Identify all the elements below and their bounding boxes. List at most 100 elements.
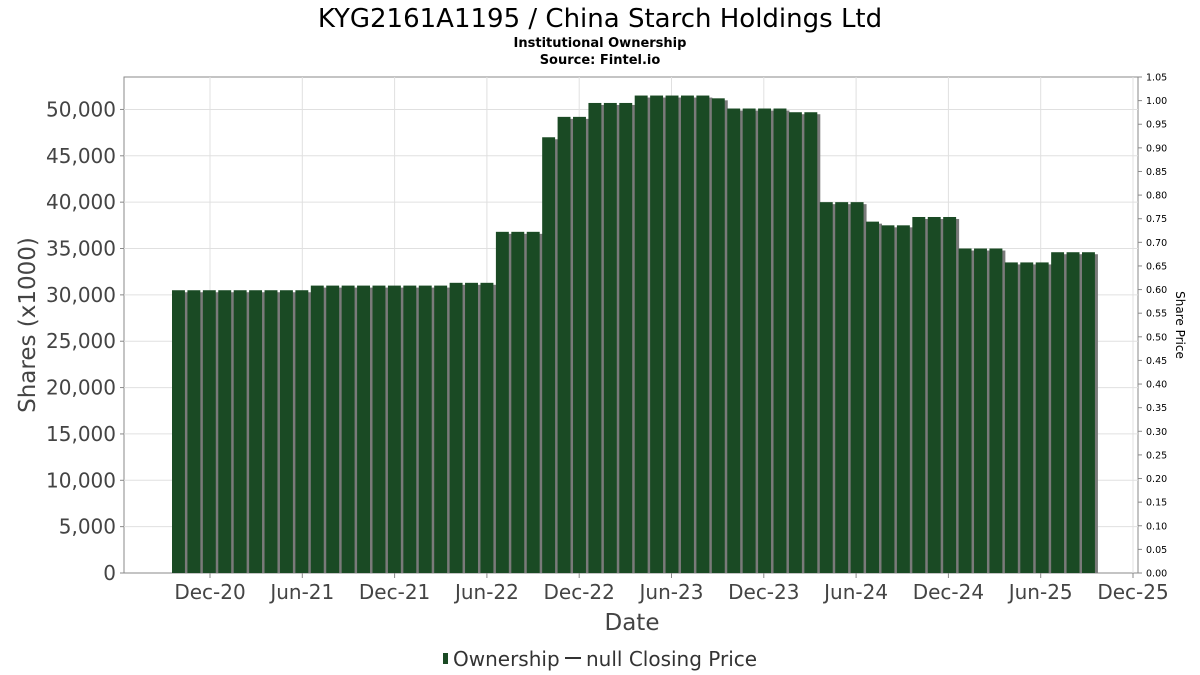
y-tick-label: 30,000 xyxy=(46,283,116,307)
legend-ownership-label: Ownership xyxy=(453,647,560,671)
y2-tick-label: 0.05 xyxy=(1146,545,1167,556)
ownership-bar xyxy=(310,285,324,573)
ownership-bar xyxy=(480,282,494,573)
x-tick-label: Dec-22 xyxy=(544,580,615,604)
ownership-bar xyxy=(943,216,957,573)
x-tick-label: Jun-25 xyxy=(1007,580,1073,604)
ownership-bar xyxy=(958,248,972,573)
y2-tick-label: 1.05 xyxy=(1146,73,1167,84)
y2-tick-label: 0.50 xyxy=(1146,332,1167,343)
ownership-bar xyxy=(557,116,571,573)
ownership-bar xyxy=(619,102,633,574)
y-tick-label: 35,000 xyxy=(46,237,116,261)
x-tick-label: Jun-21 xyxy=(268,580,334,604)
y-tick-label: 15,000 xyxy=(46,422,116,446)
ownership-bar xyxy=(341,285,355,573)
ownership-bar xyxy=(264,290,278,573)
y2-tick-label: 0.65 xyxy=(1146,261,1167,272)
x-tick-label: Dec-20 xyxy=(174,580,245,604)
y2-axis: 0.00 0.05 0.10 0.15 0.20 0.25 0.30 0.35 0.40 0.45… xyxy=(1138,73,1167,580)
ownership-bar xyxy=(634,95,648,573)
ownership-bar xyxy=(680,95,694,573)
ownership-bar xyxy=(896,225,910,574)
bar-series xyxy=(172,95,1098,574)
y2-tick-label: 0.10 xyxy=(1146,521,1167,532)
y2-tick-label: 1.00 xyxy=(1146,96,1167,107)
ownership-bar xyxy=(758,108,772,574)
y2-tick-label: 0.55 xyxy=(1146,309,1167,320)
ownership-bar xyxy=(357,285,371,573)
ownership-bar xyxy=(249,290,263,573)
ownership-bar xyxy=(573,116,586,573)
y-tick-label: 25,000 xyxy=(46,329,116,353)
ownership-bar xyxy=(218,290,232,573)
ownership-bar xyxy=(187,290,201,573)
ownership-bar xyxy=(711,98,725,573)
ownership-bar xyxy=(665,95,679,573)
y2-tick-label: 0.30 xyxy=(1146,427,1167,438)
legend-ownership-swatch xyxy=(443,653,448,664)
y-tick-label: 45,000 xyxy=(46,144,116,168)
x-tick-label: Dec-23 xyxy=(728,580,799,604)
ownership-bar xyxy=(974,248,987,573)
ownership-bar xyxy=(449,282,463,573)
ownership-bar xyxy=(1035,262,1049,573)
ownership-bar xyxy=(1066,252,1080,574)
y-tick-label: 0 xyxy=(103,561,116,585)
ownership-bar xyxy=(881,225,895,574)
y2-tick-label: 0.95 xyxy=(1146,120,1167,131)
ownership-bar xyxy=(495,231,509,573)
x-tick-label: Jun-24 xyxy=(822,580,888,604)
ownership-bar xyxy=(742,108,756,574)
y2-tick-label: 0.60 xyxy=(1146,285,1167,296)
ownership-bar xyxy=(1020,262,1034,573)
y2-tick-label: 0.45 xyxy=(1146,356,1167,367)
legend-price-label: null Closing Price xyxy=(586,647,757,671)
ownership-bar xyxy=(279,290,293,573)
ownership-bar xyxy=(465,282,478,573)
ownership-bar xyxy=(727,108,741,574)
y2-tick-label: 0.20 xyxy=(1146,474,1167,485)
ownership-bar xyxy=(989,248,1003,573)
ownership-bar xyxy=(295,290,309,573)
y2-tick-label: 0.00 xyxy=(1146,569,1167,580)
ownership-bar xyxy=(1004,262,1018,573)
ownership-bar xyxy=(650,95,664,573)
x-tick-label: Dec-24 xyxy=(913,580,984,604)
y2-tick-label: 0.25 xyxy=(1146,450,1167,461)
ownership-bar xyxy=(866,221,879,573)
x-tick-label: Jun-23 xyxy=(638,580,704,604)
ownership-bar xyxy=(511,231,525,573)
ownership-bar xyxy=(788,112,802,573)
ownership-bar xyxy=(819,202,833,573)
y-tick-label: 5,000 xyxy=(59,515,116,539)
x-tick-label: Dec-21 xyxy=(359,580,430,604)
y2-tick-label: 0.80 xyxy=(1146,191,1167,202)
ownership-bar xyxy=(773,108,787,574)
y2-tick-label: 0.40 xyxy=(1146,380,1167,391)
y-axis-label: Shares (x1000) xyxy=(15,237,41,413)
y2-tick-label: 0.85 xyxy=(1146,167,1167,178)
x-tick-label: Jun-22 xyxy=(453,580,519,604)
y-axis: 0 5,000 10,000 15,000 20,000 25,000 30,000 35,0… xyxy=(46,97,124,585)
x-axis-label: Date xyxy=(605,610,660,636)
y2-tick-label: 0.75 xyxy=(1146,214,1167,225)
ownership-bar xyxy=(850,202,864,573)
ownership-bar xyxy=(603,102,617,574)
y2-tick-label: 0.70 xyxy=(1146,238,1167,249)
ownership-bar xyxy=(434,285,448,573)
ownership-bar xyxy=(233,290,247,573)
ownership-bar xyxy=(912,216,926,573)
ownership-bar xyxy=(418,285,432,573)
ownership-bar xyxy=(835,202,849,573)
ownership-bar xyxy=(326,285,340,573)
y2-tick-label: 0.90 xyxy=(1146,143,1167,154)
legend: Ownership null Closing Price xyxy=(443,647,757,671)
y2-tick-label: 0.15 xyxy=(1146,498,1167,509)
ownership-bar xyxy=(696,95,710,573)
ownership-bar xyxy=(403,285,417,573)
y2-tick-label: 0.35 xyxy=(1146,403,1167,414)
x-tick-label: Dec-25 xyxy=(1097,580,1168,604)
y-tick-label: 40,000 xyxy=(46,190,116,214)
